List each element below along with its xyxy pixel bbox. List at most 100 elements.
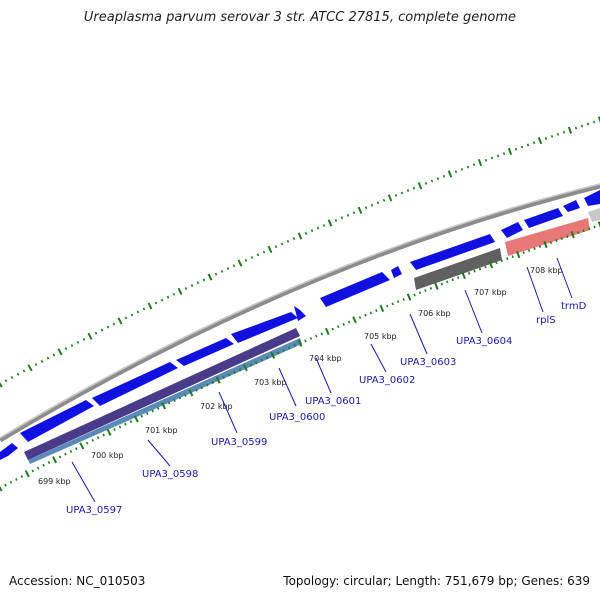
tick-mark [322, 224, 326, 227]
tick-mark [440, 282, 444, 286]
tick-mark [297, 339, 303, 347]
kbp-label: 706 kbp [418, 309, 451, 318]
kbp-label: 708 kbp [530, 266, 563, 275]
tick-mark [91, 439, 95, 442]
gene-label[interactable]: UPA3_0604 [456, 336, 512, 347]
tick-mark [346, 213, 350, 217]
tick-mark [297, 232, 303, 240]
kbp-label: 707 kbp [474, 288, 507, 297]
tick-mark [574, 126, 578, 130]
cds-band-grey [414, 248, 502, 290]
tick-mark [456, 276, 460, 280]
tick-mark [477, 158, 483, 167]
tick-mark [202, 278, 206, 282]
tick-mark [58, 455, 62, 459]
tick-mark [200, 386, 204, 390]
gene-label[interactable]: trmD [561, 301, 587, 312]
tick-mark [206, 383, 209, 387]
tick-mark [400, 191, 404, 195]
tick-mark [244, 258, 248, 262]
gene-feature[interactable] [0, 443, 18, 460]
tick-mark [496, 154, 500, 158]
gene-label[interactable]: rplS [536, 315, 556, 326]
tick-mark [249, 363, 253, 367]
kbp-labels: 699 kbp 700 kbp 701 kbp 702 kbp 703 kbp … [38, 266, 563, 486]
tick-mark [106, 325, 110, 329]
tick-mark [270, 351, 276, 359]
tick-mark [142, 307, 146, 311]
gene-label[interactable]: UPA3_0598 [142, 469, 198, 480]
tick-mark [167, 401, 171, 405]
tick-mark [160, 298, 164, 302]
tick-mark [394, 193, 398, 197]
tick-mark [222, 376, 225, 380]
gene-label[interactable]: UPA3_0597 [66, 505, 122, 516]
tick-mark [227, 373, 231, 377]
gene-label[interactable]: UPA3_0601 [305, 396, 361, 407]
gene-label[interactable]: UPA3_0603 [400, 357, 456, 368]
tick-mark [347, 320, 351, 324]
tick-mark [102, 433, 105, 437]
tick-mark [215, 376, 221, 384]
gene-feature[interactable] [320, 272, 390, 307]
tick-mark [418, 291, 422, 295]
gene-feature[interactable] [391, 266, 402, 278]
tick-mark [36, 466, 40, 470]
tick-mark [75, 447, 78, 451]
tick-mark [173, 399, 176, 402]
tick-mark [293, 344, 296, 348]
gene-feature[interactable] [20, 400, 94, 442]
tick-mark [316, 226, 320, 230]
tick-mark [184, 287, 188, 290]
tick-mark [112, 322, 116, 326]
gene-feature[interactable] [588, 208, 600, 222]
tick-mark [154, 301, 158, 305]
tick-mark [582, 229, 585, 233]
tick-mark [161, 402, 167, 410]
tick-mark [472, 163, 476, 167]
tick-mark [478, 267, 482, 271]
tick-mark [260, 358, 264, 362]
tick-mark [10, 376, 14, 379]
tick-mark [0, 485, 3, 492]
tick-mark [211, 381, 214, 385]
tick-mark [514, 147, 518, 151]
tick-mark [262, 250, 266, 254]
tick-mark [27, 364, 33, 372]
tick-mark [220, 269, 224, 273]
gene-feature[interactable] [501, 222, 523, 238]
tick-mark [94, 331, 98, 335]
gene-feature[interactable] [231, 312, 298, 343]
gene-feature[interactable] [294, 306, 306, 321]
tick-mark [243, 363, 248, 372]
forward-genes [0, 190, 600, 460]
tick-mark [506, 257, 509, 261]
tick-mark [516, 250, 521, 259]
tick-mark [304, 339, 307, 343]
tick-mark [522, 251, 525, 255]
gene-feature[interactable] [584, 190, 600, 206]
tick-mark [562, 130, 566, 134]
gene-feature[interactable] [410, 234, 495, 270]
gene-label[interactable]: UPA3_0599 [211, 437, 267, 448]
tick-mark [502, 152, 506, 156]
gene-feature[interactable] [92, 362, 178, 406]
tick-mark [587, 227, 591, 231]
tick-mark [196, 281, 200, 285]
tick-mark [406, 293, 412, 301]
gene-feature[interactable] [563, 200, 580, 212]
tick-mark [352, 316, 357, 324]
tick-mark [15, 478, 18, 481]
tick-mark [315, 334, 318, 338]
tick-mark [387, 194, 393, 202]
gene-label[interactable]: UPA3_0600 [269, 412, 325, 423]
tick-mark [334, 218, 338, 222]
gene-feature[interactable] [176, 338, 234, 366]
gene-feature[interactable] [524, 208, 563, 228]
tick-mark [560, 237, 563, 240]
tick-mark [133, 415, 139, 423]
tick-mark [118, 425, 122, 429]
tick-mark [310, 229, 314, 233]
gene-label[interactable]: UPA3_0602 [359, 375, 415, 386]
